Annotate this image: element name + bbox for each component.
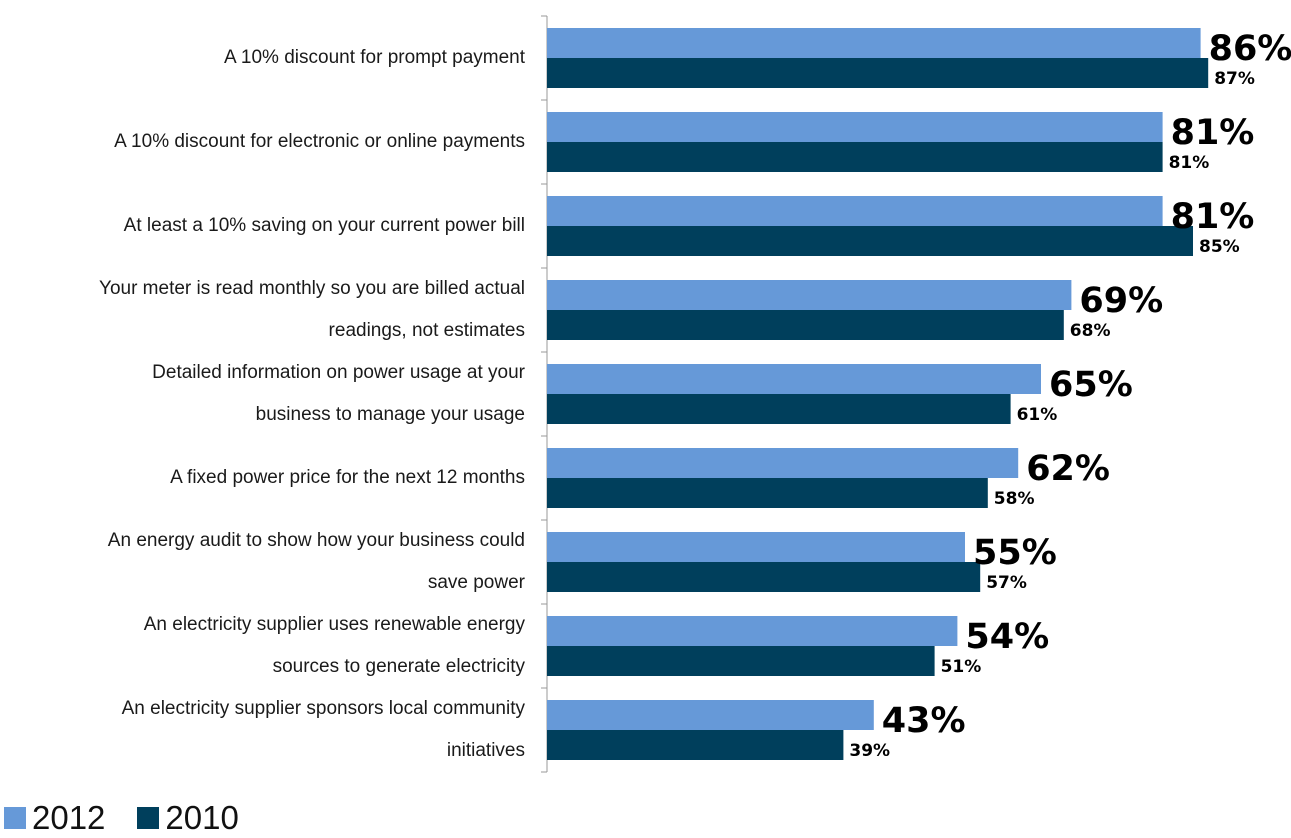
category-label-line: A 10% discount for prompt payment xyxy=(224,47,526,68)
legend-label-2010: 2010 xyxy=(165,799,239,836)
bar-2010 xyxy=(547,142,1163,172)
category-label-line: An electricity supplier sponsors local c… xyxy=(122,698,526,719)
category-label: An electricity supplier uses renewable e… xyxy=(144,614,526,677)
category-label: A 10% discount for prompt payment xyxy=(224,47,526,68)
value-label-2010: 87% xyxy=(1214,69,1255,89)
value-label-2012: 81% xyxy=(1171,197,1255,237)
value-label-2012: 43% xyxy=(882,701,966,741)
bar-2010 xyxy=(547,562,981,592)
bar-2010 xyxy=(547,226,1193,256)
bar-2012 xyxy=(547,532,965,562)
value-label-2010: 58% xyxy=(994,489,1035,509)
bar-chart: A 10% discount for prompt payment A 10% d… xyxy=(99,15,1291,773)
bar-2012 xyxy=(547,196,1163,226)
category-label-line: business to manage your usage xyxy=(256,404,525,425)
category-label: At least a 10% saving on your current po… xyxy=(124,215,525,236)
category-label: An energy audit to show how your busines… xyxy=(108,530,526,593)
category-label: Your meter is read monthly so you are bi… xyxy=(99,278,525,341)
legend-item-2010: 2010 xyxy=(133,799,239,837)
bar-2010 xyxy=(547,394,1011,424)
bar-2010 xyxy=(547,646,935,676)
category-label-line: An energy audit to show how your busines… xyxy=(108,530,525,551)
legend: 2012 2010 xyxy=(0,798,267,838)
value-label-2010: 51% xyxy=(941,657,982,677)
value-label-2010: 85% xyxy=(1199,237,1240,257)
value-label-2012: 54% xyxy=(965,617,1049,657)
category-label-line: readings, not estimates xyxy=(329,320,525,341)
bar-2012 xyxy=(547,28,1201,58)
category-labels: A 10% discount for prompt payment A 10% d… xyxy=(99,47,526,761)
category-label: An electricity supplier sponsors local c… xyxy=(122,698,526,761)
bar-2012 xyxy=(547,112,1163,142)
category-label-line: save power xyxy=(428,572,526,593)
bars xyxy=(547,28,1209,760)
value-label-2012: 65% xyxy=(1049,365,1133,405)
legend-label-2012: 2012 xyxy=(32,799,106,836)
bar-2010 xyxy=(547,478,988,508)
bar-2012 xyxy=(547,700,874,730)
category-label-line: Your meter is read monthly so you are bi… xyxy=(99,278,525,299)
y-axis xyxy=(541,15,548,773)
bar-2010 xyxy=(547,58,1209,88)
bar-2012 xyxy=(547,364,1041,394)
legend-swatch-2012 xyxy=(4,807,26,829)
bar-2012 xyxy=(547,448,1019,478)
category-label-line: sources to generate electricity xyxy=(273,656,526,677)
category-label: Detailed information on power usage at y… xyxy=(152,362,526,425)
value-label-2012: 62% xyxy=(1026,449,1110,489)
category-label-line: At least a 10% saving on your current po… xyxy=(124,215,525,236)
value-label-2012: 86% xyxy=(1209,29,1291,69)
value-label-2010: 39% xyxy=(849,741,890,761)
category-label-line: A 10% discount for electronic or online … xyxy=(114,131,525,152)
category-label-line: Detailed information on power usage at y… xyxy=(152,362,526,383)
value-label-2012: 69% xyxy=(1079,281,1163,321)
value-labels: 86%87%81%81%81%85%69%68%65%61%62%58%55%5… xyxy=(849,29,1291,761)
category-label: A fixed power price for the next 12 mont… xyxy=(170,467,525,488)
bar-2012 xyxy=(547,616,958,646)
bar-2012 xyxy=(547,280,1072,310)
category-label: A 10% discount for electronic or online … xyxy=(114,131,525,152)
category-label-line: A fixed power price for the next 12 mont… xyxy=(170,467,525,488)
bar-2010 xyxy=(547,310,1064,340)
value-label-2010: 81% xyxy=(1169,153,1210,173)
value-label-2010: 61% xyxy=(1017,405,1058,425)
bar-2010 xyxy=(547,730,844,760)
legend-item-2012: 2012 xyxy=(0,799,105,837)
category-label-line: initiatives xyxy=(447,740,525,761)
value-label-2010: 57% xyxy=(986,573,1027,593)
value-label-2012: 55% xyxy=(973,533,1057,573)
value-label-2010: 68% xyxy=(1070,321,1111,341)
legend-swatch-2010 xyxy=(137,807,160,829)
value-label-2012: 81% xyxy=(1171,113,1255,153)
category-label-line: An electricity supplier uses renewable e… xyxy=(144,614,526,635)
